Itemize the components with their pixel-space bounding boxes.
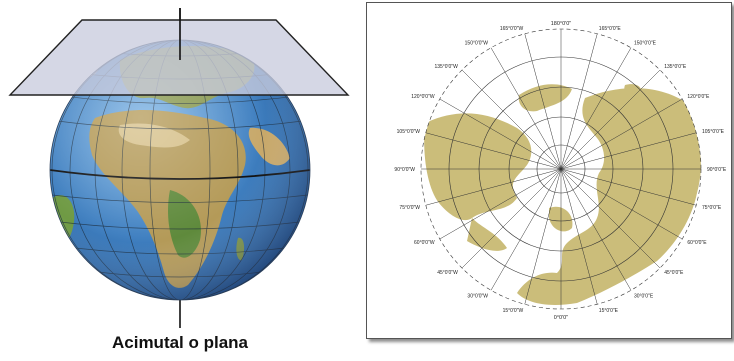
meridian-line xyxy=(560,168,683,240)
meridian-line xyxy=(560,69,661,170)
projection-plane-icon xyxy=(8,19,350,96)
right-label: 165°0'0"E xyxy=(599,26,622,32)
map-meridians xyxy=(421,29,701,309)
meridian-line xyxy=(560,168,661,269)
left-label: 15°0'0"W xyxy=(503,308,524,314)
left-label: 60°0'0"W xyxy=(414,240,435,246)
meridian-line xyxy=(425,132,562,170)
left-label: 150°0'0"W xyxy=(465,41,489,47)
left-label: 135°0'0"W xyxy=(434,64,458,70)
left-label: 105°0'0"W xyxy=(397,129,421,135)
left-label: 120°0'0"W xyxy=(411,94,435,100)
meridian-line xyxy=(560,47,632,170)
right-label: 30°0'0"E xyxy=(634,293,654,299)
label-bottom: 0°0'0" xyxy=(554,315,568,321)
label-top: 180°0'0" xyxy=(551,21,572,27)
meridian-line xyxy=(439,168,562,240)
meridian-line xyxy=(560,132,697,170)
meridian-line xyxy=(560,168,697,206)
meridian-line xyxy=(524,168,562,305)
meridian-line xyxy=(490,168,562,291)
right-label: 90°0'0"E xyxy=(707,167,727,173)
right-label: 75°0'0"E xyxy=(702,205,722,211)
left-label: 90°0'0"W xyxy=(394,167,415,173)
meridian-line xyxy=(439,98,562,170)
azimuthal-map-icon: 180°0'0" 0°0'0" 165°0'0"W 150°0'0"W 135°0'… xyxy=(394,21,727,321)
left-label: 45°0'0"W xyxy=(437,270,458,276)
meridian-line xyxy=(560,98,683,170)
globe-icon xyxy=(8,8,350,328)
right-label: 105°0'0"E xyxy=(702,129,725,135)
meridian-line xyxy=(524,33,562,170)
right-label: 15°0'0"E xyxy=(599,308,619,314)
azimuthal-map-panel: 180°0'0" 0°0'0" 165°0'0"W 150°0'0"W 135°0'… xyxy=(366,2,732,339)
meridian-line xyxy=(560,168,598,305)
right-label: 60°0'0"E xyxy=(687,240,707,246)
left-label: 75°0'0"W xyxy=(399,205,420,211)
left-label: 30°0'0"W xyxy=(467,293,488,299)
meridian-line xyxy=(490,47,562,170)
meridian-line xyxy=(425,168,562,206)
meridian-line xyxy=(560,33,598,170)
left-label: 165°0'0"W xyxy=(500,26,524,32)
right-label: 45°0'0"E xyxy=(664,270,684,276)
right-label: 135°0'0"E xyxy=(664,64,687,70)
right-label: 150°0'0"E xyxy=(634,41,657,47)
caption: Acimutal o plana xyxy=(111,333,249,352)
meridian-line xyxy=(461,69,562,170)
meridian-line xyxy=(560,168,632,291)
meridian-line xyxy=(461,168,562,269)
right-label: 120°0'0"E xyxy=(687,94,710,100)
globe-illustration: Acimutal o plana xyxy=(0,0,360,361)
